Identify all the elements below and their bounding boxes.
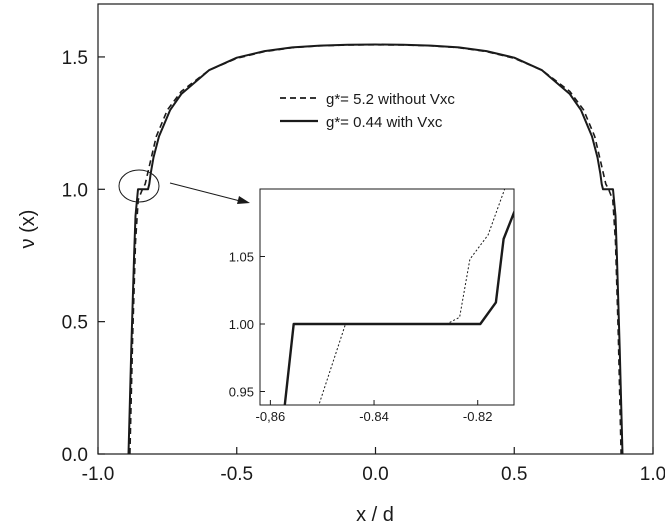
inset-axis-ticks: -0,86 -0.84 -0.82 0.95 1.00 1.05 — [229, 250, 493, 425]
y-tick-label: 0.0 — [62, 445, 88, 466]
inset-y-tick-label: 1.05 — [229, 250, 254, 265]
zoom-arrow-head — [237, 196, 250, 204]
main-series-group — [127, 43, 624, 455]
series-line-dashed — [129, 43, 622, 455]
x-tick-label: 0.5 — [501, 464, 527, 485]
x-tick-label: 1.0 — [640, 464, 665, 485]
y-tick-label: 0.5 — [62, 313, 88, 334]
inset-series-line-solid — [283, 209, 514, 405]
main-axis-ticks: -1.0 -0.5 0.0 0.5 1.0 0.0 0.5 1.0 1.5 — [62, 48, 665, 485]
inset-x-tick-label: -0,86 — [256, 409, 286, 424]
legend: g*= 5.2 without Vxc g*= 0.44 with Vxc — [280, 91, 455, 131]
y-tick-label: 1.5 — [62, 48, 88, 69]
inset-plot-frame — [259, 188, 515, 406]
legend-label-dashed: g*= 5.2 without Vxc — [326, 91, 455, 108]
inset-y-tick-label: 0.95 — [229, 385, 254, 400]
main-plot: -1.0 -0.5 0.0 0.5 1.0 0.0 0.5 1.0 1.5 x / d ν (x… — [17, 3, 665, 526]
inset-y-tick-label: 1.00 — [229, 317, 254, 332]
zoom-callout — [118, 169, 250, 204]
inset-plot: -0,86 -0.84 -0.82 0.95 1.00 1.05 — [229, 188, 515, 425]
zoom-region-ellipse — [118, 169, 160, 203]
inset-series-group — [283, 189, 514, 405]
legend-label-solid: g*= 0.44 with Vxc — [326, 114, 443, 131]
inset-x-tick-label: -0.84 — [359, 409, 389, 424]
x-axis-title: x / d — [356, 504, 394, 526]
zoom-arrow-line — [169, 182, 245, 203]
series-line-solid — [127, 43, 624, 455]
x-tick-label: -0.5 — [220, 464, 253, 485]
x-tick-label: -1.0 — [82, 464, 115, 485]
inset-series-line-dotted — [318, 189, 506, 405]
inset-x-tick-label: -0.82 — [463, 409, 493, 424]
inset-background — [260, 189, 514, 405]
y-tick-label: 1.0 — [62, 180, 88, 201]
y-axis-title: ν (x) — [17, 210, 39, 249]
x-tick-label: 0.0 — [362, 464, 388, 485]
